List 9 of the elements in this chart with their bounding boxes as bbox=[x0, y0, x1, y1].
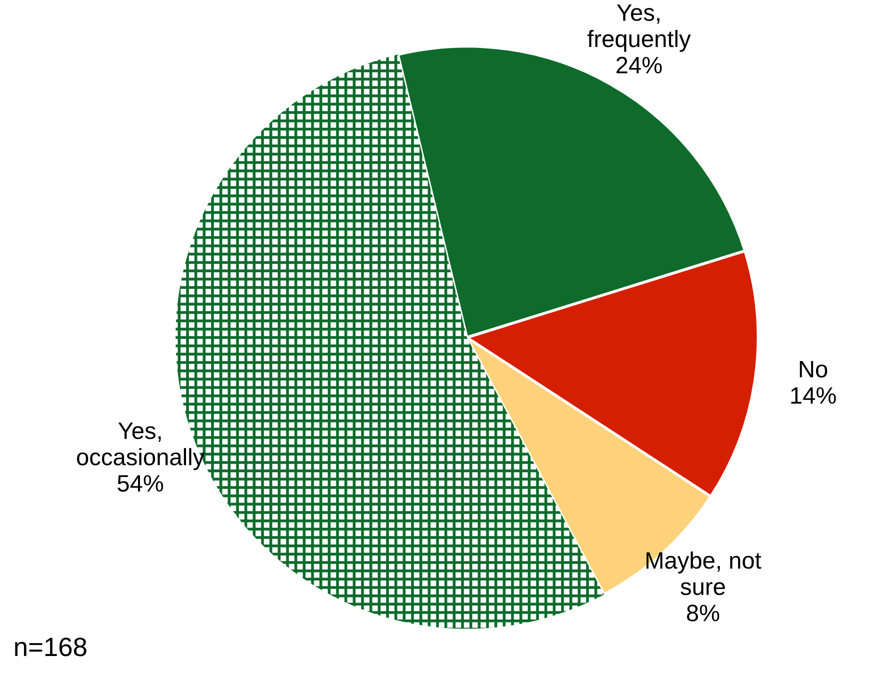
data-label: 14% bbox=[791, 387, 836, 404]
slice-label: Yes, frequently bbox=[587, 4, 691, 52]
data-label: 8% bbox=[686, 604, 720, 622]
slice-label: Maybe, not sure bbox=[646, 551, 762, 596]
data-label: 54% bbox=[118, 475, 164, 492]
slice-label: Yes, occasionally bbox=[77, 422, 205, 470]
slice-label: No bbox=[800, 361, 828, 378]
data-label: 24% bbox=[616, 56, 662, 74]
text: n=168 bbox=[15, 638, 86, 656]
